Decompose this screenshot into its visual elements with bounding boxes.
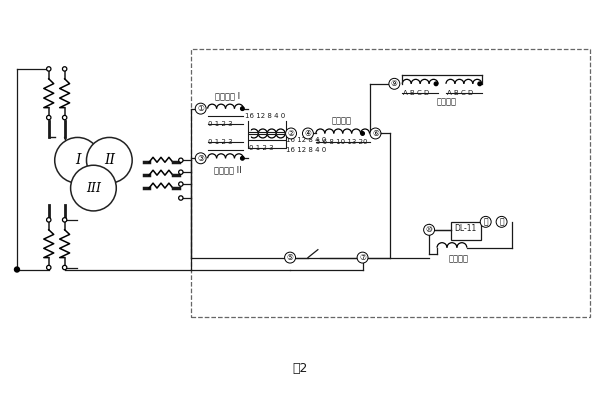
Text: 图2: 图2 [292,362,308,375]
Text: 平衡绕组 I: 平衡绕组 I [215,91,240,100]
Text: III: III [86,182,101,194]
Circle shape [62,265,67,270]
Circle shape [496,216,507,227]
Circle shape [370,128,381,139]
Circle shape [47,67,51,71]
Text: 16 12 8 4 0: 16 12 8 4 0 [286,138,326,144]
Circle shape [62,67,67,71]
Circle shape [86,138,132,183]
Text: 0 1 2 3: 0 1 2 3 [250,145,274,151]
Circle shape [357,252,368,263]
Circle shape [241,156,244,160]
Text: DL-11: DL-11 [455,224,477,233]
Circle shape [14,267,19,272]
Text: I: I [75,153,80,167]
Text: ②: ② [287,129,295,138]
Circle shape [179,158,183,162]
Circle shape [47,265,51,270]
Text: 0 1 2 3: 0 1 2 3 [208,120,232,126]
Text: 平衡绕组 II: 平衡绕组 II [214,166,241,175]
Circle shape [47,115,51,120]
Text: ④: ④ [305,129,311,138]
Text: ⑫: ⑫ [499,217,504,226]
Circle shape [389,78,400,89]
Text: 16 12 8 4 0: 16 12 8 4 0 [286,147,326,153]
Text: ⑦: ⑦ [359,253,366,262]
Bar [191,49,590,317]
Text: ⑪: ⑪ [484,217,488,226]
Bar [451,222,481,240]
Circle shape [480,216,491,227]
Circle shape [434,82,438,86]
Circle shape [241,107,244,110]
Circle shape [179,196,183,200]
Circle shape [62,115,67,120]
Circle shape [302,128,313,139]
Circle shape [47,218,51,222]
Circle shape [284,252,296,263]
Text: 16 12 8 4 0: 16 12 8 4 0 [245,112,286,118]
Text: II: II [104,153,115,167]
Text: ⑩: ⑩ [425,225,433,234]
Circle shape [424,224,434,235]
Circle shape [195,103,206,114]
Circle shape [179,182,183,186]
Text: 短路绕组: 短路绕组 [437,97,457,106]
Text: ③: ③ [197,154,204,163]
Circle shape [361,132,364,135]
Circle shape [286,128,296,139]
Text: ⑤: ⑤ [287,253,293,262]
Text: ⑨: ⑨ [391,79,398,88]
Circle shape [55,138,100,183]
Circle shape [62,218,67,222]
Text: 0 1 2 3: 0 1 2 3 [208,140,232,146]
Circle shape [71,165,116,211]
Circle shape [478,82,482,86]
Circle shape [179,170,183,174]
Text: A B C D: A B C D [403,90,430,96]
Text: A B C D: A B C D [447,90,473,96]
Text: ⑥: ⑥ [372,129,379,138]
Text: 5 6 8 10 13 20: 5 6 8 10 13 20 [316,140,367,146]
Circle shape [195,153,206,164]
Text: 工作绕组: 工作绕组 [332,116,352,125]
Text: 二次绕组: 二次绕组 [449,254,469,263]
Text: ①: ① [197,104,204,113]
